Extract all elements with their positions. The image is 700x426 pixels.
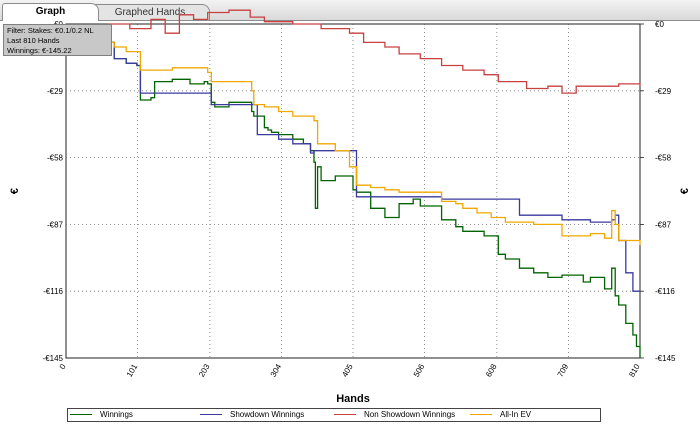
chart-legend: Winnings Showdown Winnings Non Showdown … <box>67 408 601 422</box>
x-tick-label-3: 304 <box>269 362 284 379</box>
series-line-non_showdown <box>66 9 641 94</box>
legend-swatch-non-showdown <box>334 414 356 415</box>
x-tick-label-7: 709 <box>556 362 571 379</box>
y-tick-label-right-5: -€145 <box>655 354 676 363</box>
x-tick-label-4: 405 <box>340 362 355 379</box>
y-tick-label-left-3: -€87 <box>47 220 64 229</box>
legend-swatch-showdown <box>200 414 222 415</box>
filter-winnings-text: Winnings: €-145.22 <box>7 46 72 55</box>
y-tick-label-left-2: -€58 <box>47 154 64 163</box>
x-tick-label-6: 608 <box>484 362 499 379</box>
y-tick-label-left-5: -€145 <box>43 354 64 363</box>
legend-label-winnings: Winnings <box>100 410 133 419</box>
tab-bar: Graphed Hands Graph <box>0 0 700 21</box>
x-tick-label-1: 101 <box>125 362 140 379</box>
x-tick-label-2: 203 <box>197 362 212 379</box>
y-tick-label-right-2: -€58 <box>655 154 672 163</box>
filter-stakes-text: Filter: Stakes: €0.1/0.2 NL <box>7 26 94 35</box>
legend-swatch-allin-ev <box>470 414 492 415</box>
y-axis-label-right: € <box>679 188 691 194</box>
y-tick-label-left-4: -€116 <box>43 287 63 296</box>
y-tick-label-right-0: €0 <box>655 20 664 29</box>
series-line-allin_ev <box>66 41 641 246</box>
y-axis-label-left: € <box>9 188 21 194</box>
y-tick-label-right-3: -€87 <box>655 220 672 229</box>
x-tick-label-5: 506 <box>412 362 427 379</box>
series-line-winnings <box>66 41 641 358</box>
x-tick-label-8: 810 <box>627 362 642 379</box>
legend-label-allin-ev: All-In EV <box>500 410 532 419</box>
x-axis-label: Hands <box>336 393 370 405</box>
filter-info-box: Filter: Stakes: €0.1/0.2 NL Last 810 Han… <box>3 24 112 56</box>
legend-label-showdown: Showdown Winnings <box>230 410 305 419</box>
x-tick-label-0: 0 <box>58 362 68 371</box>
y-tick-label-right-4: -€116 <box>655 287 675 296</box>
filter-hands-text: Last 810 Hands <box>7 36 60 45</box>
y-tick-label-right-1: -€29 <box>655 87 672 96</box>
legend-swatch-winnings <box>70 414 92 415</box>
tab-graph[interactable]: Graph <box>2 3 99 21</box>
plot-area <box>65 23 641 359</box>
y-tick-label-left-1: -€29 <box>47 87 64 96</box>
legend-label-non-showdown: Non Showdown Winnings <box>364 410 456 419</box>
